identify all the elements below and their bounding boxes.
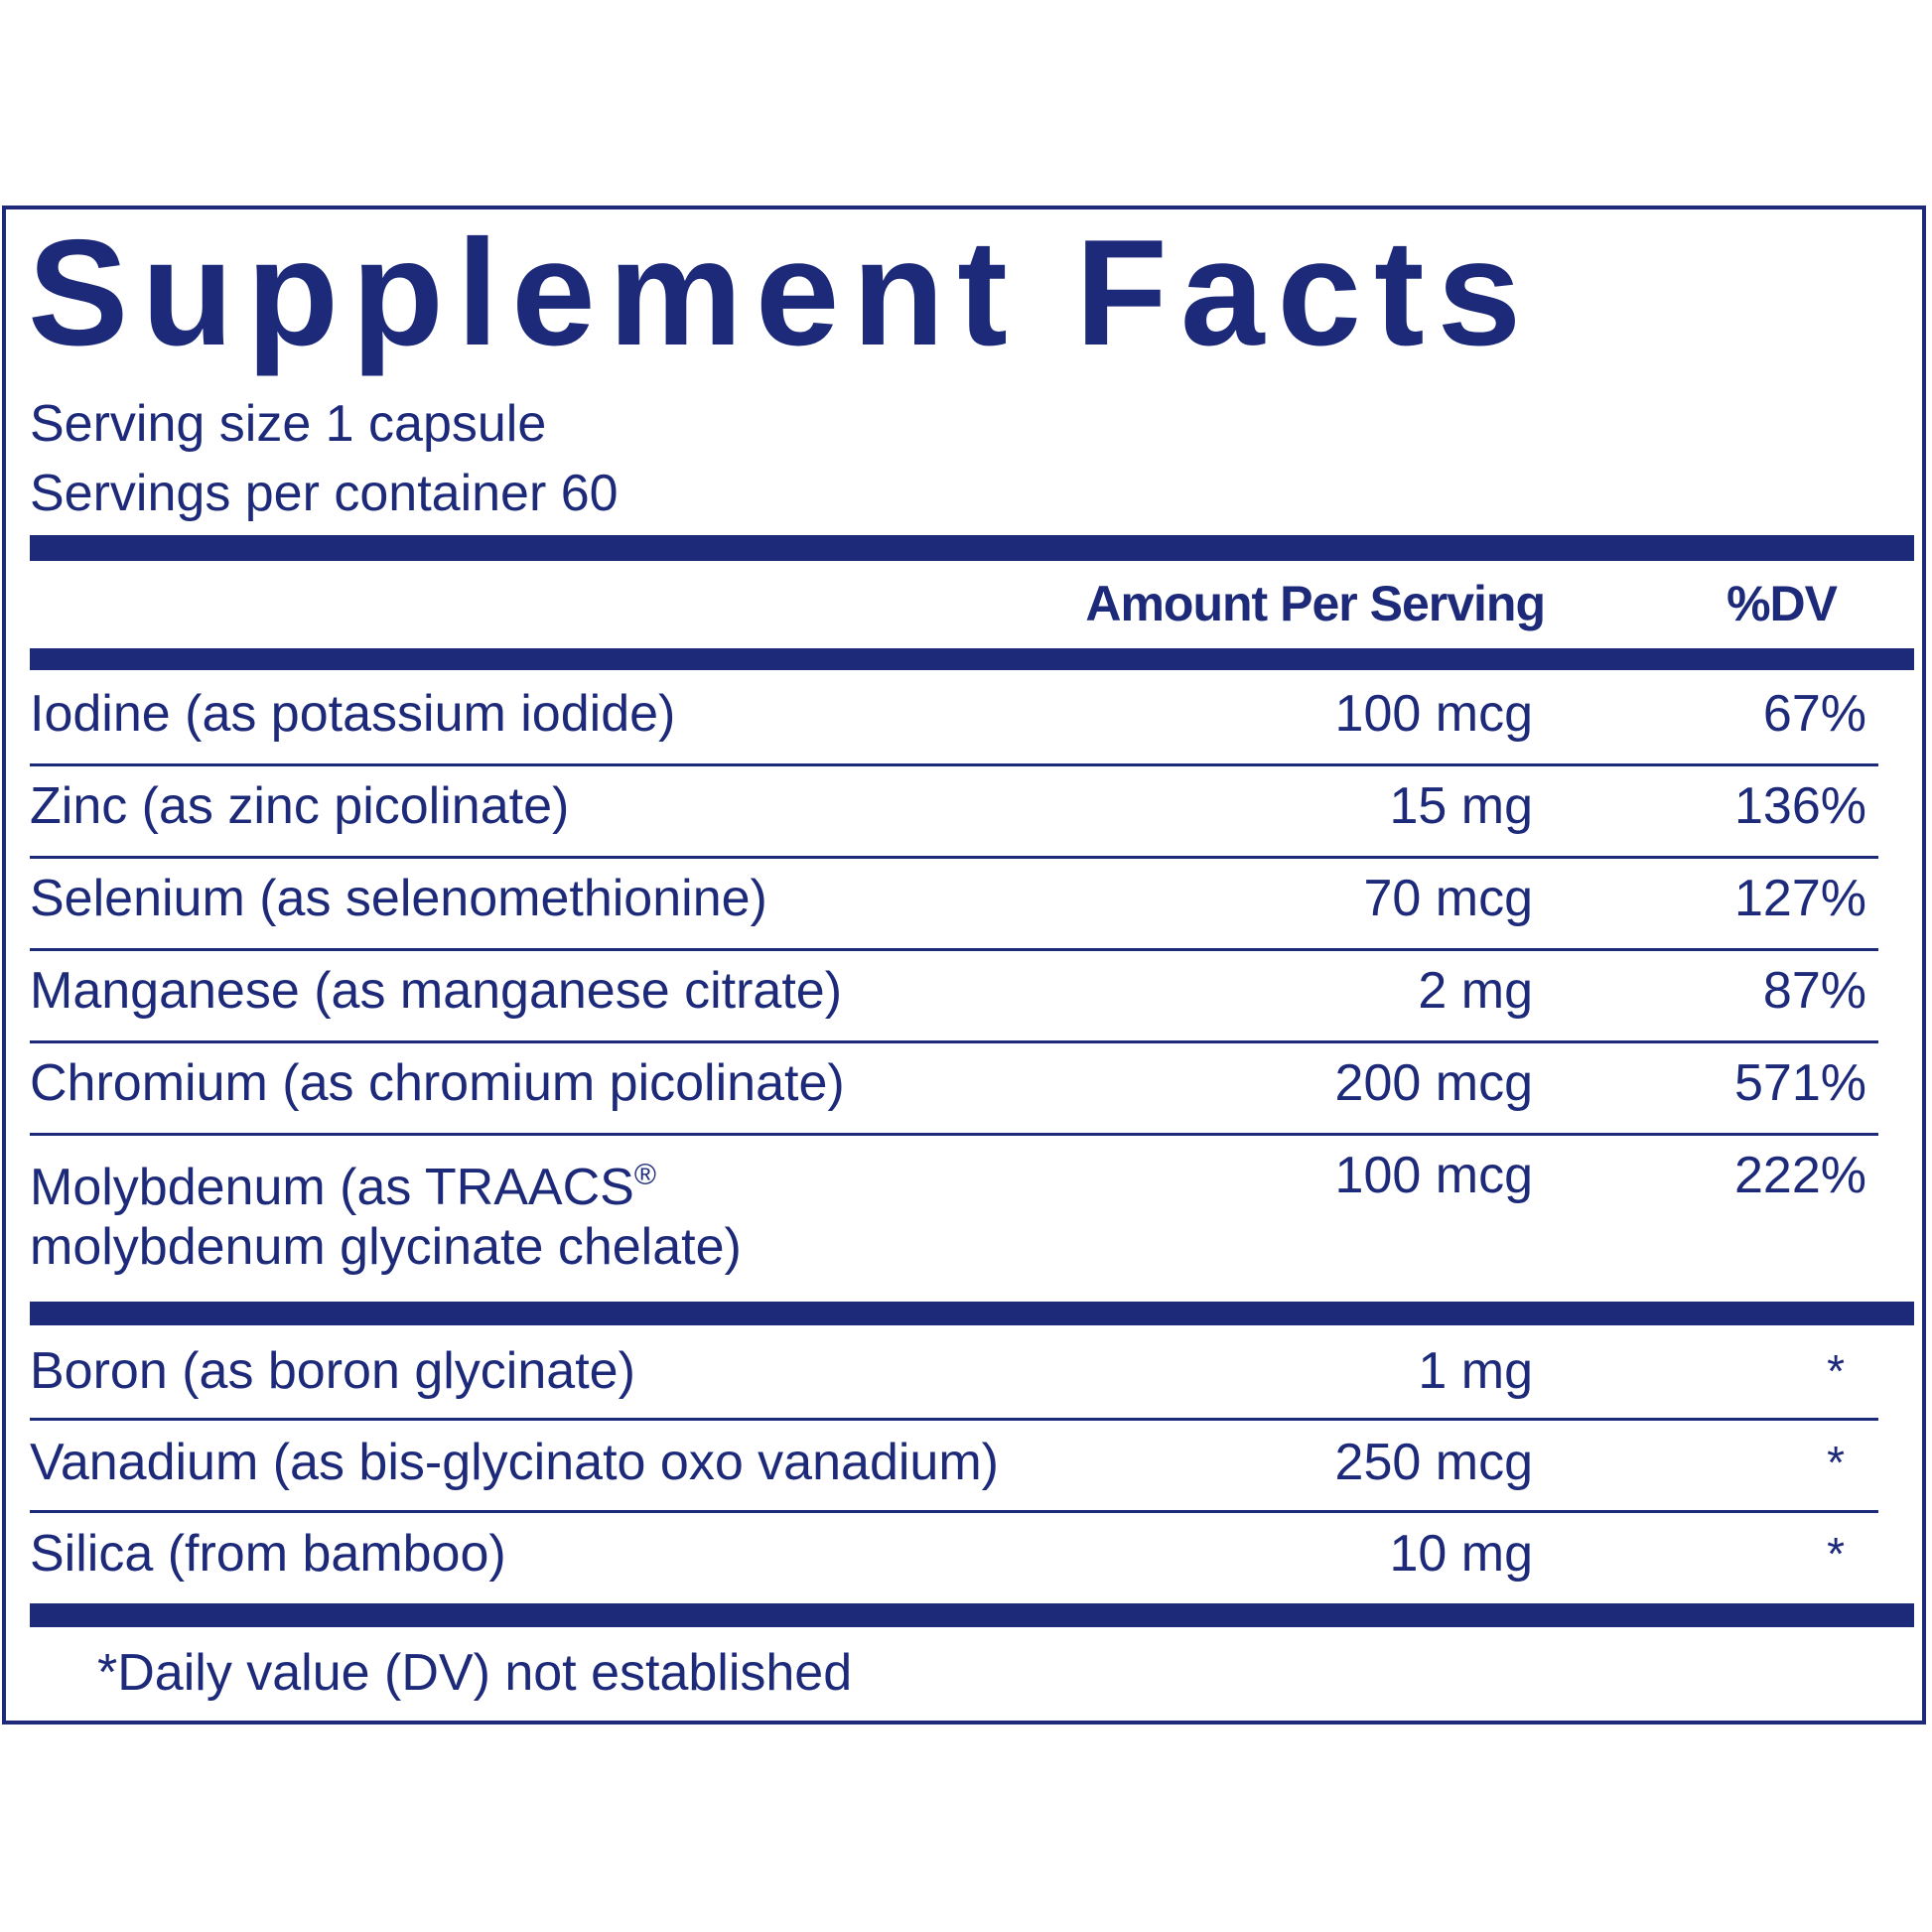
nutrient-amount: 250 mcg [1334, 1434, 1533, 1491]
row-divider [30, 1040, 1878, 1043]
thick-divider [30, 1603, 1914, 1627]
nutrient-name: Chromium (as chromium picolinate) [30, 1054, 845, 1112]
nutrient-name: Zinc (as zinc picolinate) [30, 777, 570, 835]
supplement-facts-panel: Supplement Facts Serving size 1 capsule … [2, 206, 1926, 1725]
nutrient-name: Iodine (as potassium iodide) [30, 685, 676, 743]
footnote: *Daily value (DV) not established [97, 1644, 853, 1702]
row-divider [30, 1510, 1878, 1513]
thick-divider [30, 535, 1914, 561]
nutrient-amount: 100 mcg [1334, 685, 1533, 743]
nutrient-name: Selenium (as selenomethionine) [30, 870, 767, 927]
nutrient-amount: 15 mg [1389, 777, 1533, 835]
serving-size: Serving size 1 capsule [30, 395, 547, 453]
nutrient-amount: 200 mcg [1334, 1054, 1533, 1112]
amount-header: Amount Per Serving [1085, 576, 1546, 631]
nutrient-amount: 1 mg [1418, 1342, 1533, 1400]
panel-title: Supplement Facts [28, 208, 1535, 377]
nutrient-dv: * [1827, 1345, 1845, 1397]
dv-header: %DV [1726, 576, 1838, 631]
nutrient-amount: 10 mg [1389, 1525, 1533, 1583]
nutrient-name: Molybdenum (as TRAACS® [30, 1140, 656, 1223]
nutrient-dv: 127% [1734, 870, 1866, 927]
nutrient-name: Boron (as boron glycinate) [30, 1342, 635, 1400]
servings-per-container: Servings per container 60 [30, 465, 619, 522]
thick-divider [30, 648, 1914, 670]
row-divider [30, 763, 1878, 766]
nutrient-dv: 87% [1762, 962, 1866, 1020]
nutrient-amount: 70 mcg [1363, 870, 1533, 927]
nutrient-name-line1: Molybdenum (as TRAACS [30, 1159, 634, 1216]
nutrient-dv: * [1827, 1437, 1845, 1488]
nutrient-name-line2: molybdenum glycinate chelate) [30, 1218, 742, 1276]
nutrient-dv: 136% [1734, 777, 1866, 835]
nutrient-dv: 222% [1734, 1147, 1866, 1204]
row-divider [30, 856, 1878, 859]
row-divider [30, 1133, 1878, 1136]
nutrient-dv: 67% [1762, 685, 1866, 743]
nutrient-name: Manganese (as manganese citrate) [30, 962, 843, 1020]
nutrient-dv: * [1827, 1528, 1845, 1580]
nutrient-amount: 2 mg [1418, 962, 1533, 1020]
row-divider [30, 1418, 1878, 1421]
nutrient-dv: 571% [1734, 1054, 1866, 1112]
nutrient-name: Silica (from bamboo) [30, 1525, 506, 1583]
thick-divider [30, 1302, 1914, 1325]
nutrient-name: Vanadium (as bis-glycinato oxo vanadium) [30, 1434, 999, 1491]
nutrient-amount: 100 mcg [1334, 1147, 1533, 1204]
registered-mark: ® [633, 1159, 656, 1191]
row-divider [30, 948, 1878, 951]
